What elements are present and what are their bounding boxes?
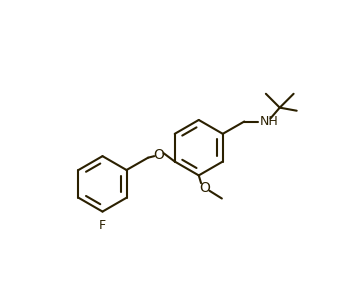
- Text: O: O: [153, 148, 164, 162]
- Text: F: F: [99, 219, 106, 232]
- Text: O: O: [199, 181, 210, 195]
- Text: NH: NH: [260, 115, 278, 128]
